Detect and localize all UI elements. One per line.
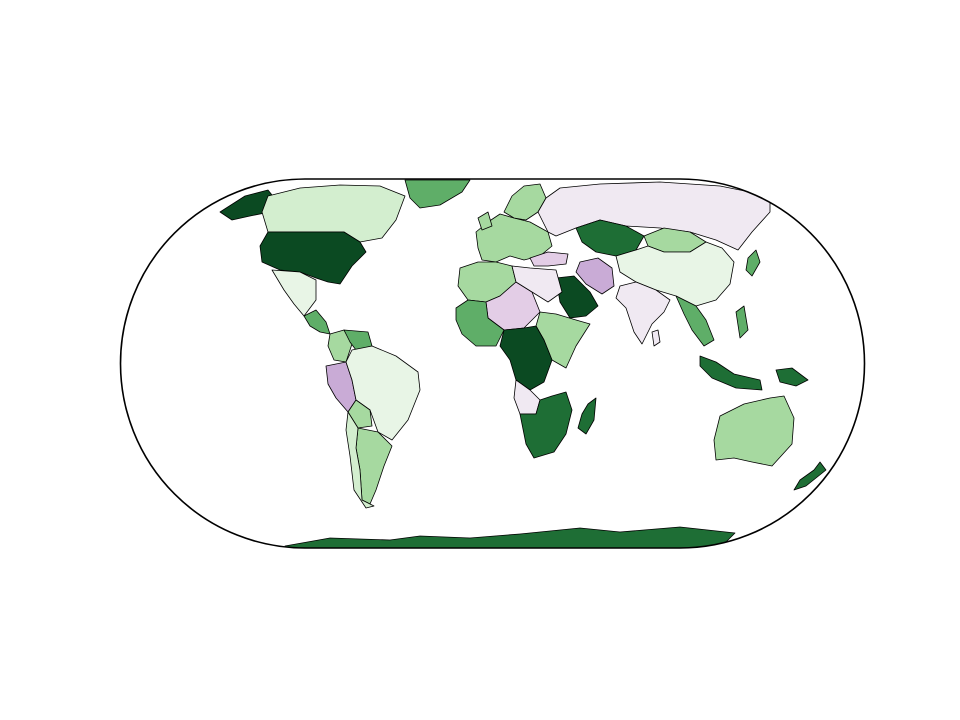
region-saudi-arabia[interactable]: [555, 275, 599, 319]
region-australia[interactable]: [713, 395, 795, 467]
region-philippines[interactable]: [735, 305, 749, 339]
region-central-africa[interactable]: [499, 325, 553, 391]
region-japan[interactable]: [745, 249, 761, 277]
region-southern-africa[interactable]: [519, 391, 573, 459]
region-new-zealand[interactable]: [793, 461, 827, 491]
region-southeast-asia[interactable]: [675, 295, 715, 347]
region-egypt-libya[interactable]: [511, 265, 563, 303]
region-madagascar[interactable]: [577, 397, 597, 435]
region-new-guinea[interactable]: [775, 367, 809, 387]
region-sri-lanka[interactable]: [651, 329, 661, 347]
region-antarctica[interactable]: [284, 526, 736, 548]
region-united-states[interactable]: [259, 231, 367, 285]
countries-layer: [219, 179, 827, 548]
region-greenland[interactable]: [404, 179, 471, 209]
region-west-africa[interactable]: [455, 299, 505, 347]
region-brazil[interactable]: [345, 345, 421, 441]
globe-outline: [119, 178, 866, 549]
region-iran[interactable]: [575, 257, 615, 295]
region-russia[interactable]: [537, 181, 771, 251]
region-mexico[interactable]: [271, 269, 317, 317]
region-uk[interactable]: [477, 211, 493, 231]
region-central-america[interactable]: [303, 309, 331, 335]
region-india[interactable]: [615, 281, 671, 345]
region-indonesia[interactable]: [699, 355, 763, 391]
region-chile[interactable]: [345, 411, 375, 509]
region-western-europe[interactable]: [475, 213, 553, 263]
region-turkey[interactable]: [529, 251, 569, 267]
